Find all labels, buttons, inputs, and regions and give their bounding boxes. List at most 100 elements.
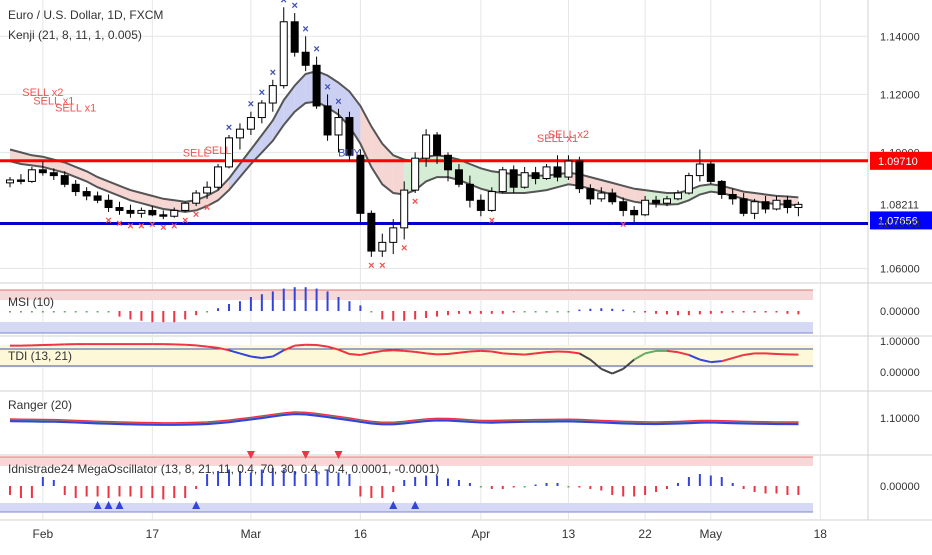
msi-bar xyxy=(261,294,263,311)
red-price-label: 1.09710 xyxy=(878,156,918,168)
tdi-line-segment xyxy=(514,354,525,355)
candle-body xyxy=(423,135,430,158)
tdi-line-segment xyxy=(382,350,393,351)
sell-cross-mark: × xyxy=(182,215,188,227)
mega-bar xyxy=(9,486,11,495)
candle-body xyxy=(215,167,222,187)
mega-bar xyxy=(633,486,635,497)
mega-bar xyxy=(108,486,110,498)
mega-bar xyxy=(75,486,77,498)
msi-bar xyxy=(578,310,580,312)
buy-signal-label: BUY xyxy=(338,148,361,160)
candle-body xyxy=(390,228,397,243)
mega-bar xyxy=(20,486,22,498)
candle-body xyxy=(653,200,660,203)
mega-bar xyxy=(622,486,624,497)
candle-body xyxy=(762,202,769,209)
tdi-line-segment xyxy=(426,353,437,354)
y-tick-label: 1.12000 xyxy=(880,89,920,101)
msi-bar xyxy=(31,311,33,313)
candle-body xyxy=(477,200,484,210)
msi-bar xyxy=(20,311,22,313)
candle-body xyxy=(160,215,167,216)
msi-bar xyxy=(469,311,471,314)
candle-body xyxy=(379,242,386,251)
mega-bar xyxy=(31,486,33,498)
msi-bar xyxy=(75,311,77,313)
ranger-y-tick: 1.10000 xyxy=(880,413,920,425)
msi-bar xyxy=(119,311,121,317)
x-tick-label: Feb xyxy=(33,527,54,541)
candle-body xyxy=(291,22,298,52)
tdi-y-tick-1: 1.00000 xyxy=(880,336,920,348)
candle-body xyxy=(280,22,287,86)
candle-body xyxy=(324,106,331,135)
mega-bar xyxy=(611,486,613,495)
x-tick-label: 18 xyxy=(814,527,828,541)
msi-bar xyxy=(414,311,416,319)
mega-bar xyxy=(162,486,164,500)
candle-body xyxy=(631,210,638,214)
tdi-line-segment xyxy=(185,345,196,346)
mega-bar xyxy=(359,486,361,497)
msi-bar xyxy=(458,311,460,314)
msi-bar xyxy=(425,311,427,318)
mega-bar xyxy=(786,486,788,495)
msi-bar xyxy=(129,311,131,319)
tdi-line-segment xyxy=(207,347,218,348)
buy-cross-mark: × xyxy=(302,23,308,35)
mega-bar xyxy=(195,486,197,489)
msi-bar xyxy=(403,311,405,321)
mega-bar xyxy=(502,486,504,489)
mega-bar xyxy=(589,486,591,489)
candle-body xyxy=(28,170,35,182)
candle-body xyxy=(543,167,550,179)
candle-body xyxy=(72,184,79,191)
msi-bar xyxy=(546,311,548,313)
x-tick-label: Apr xyxy=(472,527,491,541)
msi-bar xyxy=(162,311,164,322)
x-tick-label: 22 xyxy=(638,527,652,541)
mega-title: Idnistrade24 MegaOscillator (13, 8, 21, … xyxy=(8,462,439,476)
chart-title: Euro / U.S. Dollar, 1D, FXCM xyxy=(8,8,163,22)
msi-bar xyxy=(305,287,307,311)
candle-body xyxy=(576,161,583,189)
msi-title: MSI (10) xyxy=(8,295,54,309)
indicator-label: Kenji (21, 8, 11, 1, 0.005) xyxy=(8,28,142,42)
tdi-line-segment xyxy=(393,350,404,351)
candle-body xyxy=(510,170,517,187)
x-tick-label: Mar xyxy=(241,527,262,541)
mega-bar xyxy=(184,486,186,498)
msi-bar xyxy=(184,311,186,319)
msi-bar xyxy=(600,308,602,311)
candle-body xyxy=(302,52,309,65)
msi-bar xyxy=(666,311,668,314)
x-tick-label: 17 xyxy=(146,527,160,541)
tdi-line-segment xyxy=(481,351,492,352)
mega-bar xyxy=(600,486,602,491)
msi-bar xyxy=(567,311,569,313)
candle-body xyxy=(401,190,408,228)
mega-bar xyxy=(436,476,438,487)
candle-body xyxy=(740,199,747,214)
msi-bar xyxy=(173,311,175,322)
mega-bar xyxy=(524,486,526,488)
candle-body xyxy=(609,193,616,202)
sell-cross-mark: × xyxy=(193,209,199,221)
msi-bar xyxy=(480,311,482,314)
tdi-line-segment xyxy=(448,353,459,354)
mega-bar xyxy=(666,486,668,489)
candle-body xyxy=(685,176,692,193)
msi-bar xyxy=(776,311,778,313)
tdi-line-segment xyxy=(547,352,558,353)
mega-bar xyxy=(370,486,372,498)
msi-bar xyxy=(447,311,449,315)
msi-lower-band xyxy=(0,322,813,333)
msi-bar xyxy=(633,311,635,313)
candle-body xyxy=(773,200,780,209)
sell-cross-mark: × xyxy=(379,260,385,272)
candle-body xyxy=(466,184,473,200)
mega-bar xyxy=(480,486,482,488)
mega-bar xyxy=(797,486,799,495)
